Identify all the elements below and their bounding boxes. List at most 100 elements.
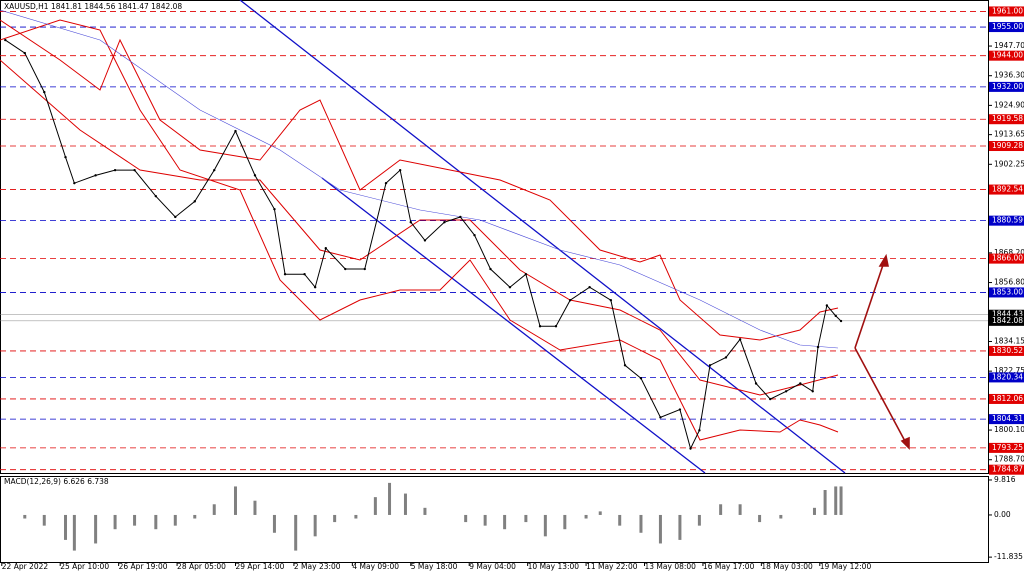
band-middle [0, 59, 839, 396]
macd-bar [313, 514, 317, 537]
level-box [989, 50, 1024, 61]
level-box [989, 442, 1024, 453]
price-point [324, 247, 327, 250]
x-tick-label: 28 Apr 05:00 [177, 562, 226, 571]
level-label: 1830.52 [992, 346, 1023, 355]
macd-bar [584, 514, 588, 519]
level-box [989, 345, 1024, 356]
price-point [489, 267, 492, 271]
price-point [839, 319, 843, 323]
macd-bar [133, 514, 137, 526]
macd-bar [503, 514, 507, 530]
price-point [825, 304, 829, 307]
price-point [423, 239, 427, 242]
x-tick-label: 26 Apr 19:00 [119, 562, 168, 571]
level-box [989, 114, 1024, 125]
x-tick-label: 13 May 08:00 [645, 562, 697, 571]
channel-upper [239, 0, 846, 474]
level-box [989, 287, 1024, 298]
arrow-up [854, 261, 885, 349]
price-point [834, 314, 837, 318]
price-point [508, 286, 512, 289]
price-point [708, 364, 712, 367]
forecast-arrows [854, 253, 910, 450]
macd-bar [173, 514, 177, 526]
x-tick-label: 18 May 03:00 [761, 562, 813, 571]
macd-bar [42, 514, 46, 526]
level-box [989, 215, 1024, 226]
macd-bar [524, 514, 528, 523]
x-tick-label: 9 May 04:00 [469, 562, 516, 571]
level-box [989, 22, 1024, 33]
macd-bar [94, 514, 98, 544]
macd-bar [563, 514, 567, 530]
y-tick-label: 1936.30 [994, 71, 1024, 80]
level-label: 1844.43 [992, 310, 1023, 319]
macd-bar [253, 500, 257, 515]
price-point [133, 168, 136, 172]
y-tick-label: 1902.25 [994, 159, 1024, 168]
price-point [154, 194, 158, 198]
macd-bar [658, 514, 662, 544]
y-tick-label: 1800.10 [994, 425, 1024, 434]
x-tick-label: 5 May 18:00 [411, 562, 458, 571]
y-tick-label: 1822.75 [994, 366, 1024, 375]
macd-bar [779, 514, 783, 519]
arrow-head [900, 436, 910, 450]
moving-average [0, 9, 839, 349]
level-label: 1932.00 [992, 82, 1023, 91]
price-point [313, 286, 317, 289]
price-point [459, 215, 462, 219]
price-point [409, 220, 412, 224]
y-tick-label: 1856.80 [994, 278, 1024, 287]
level-box [989, 464, 1024, 475]
price-point [769, 397, 772, 401]
macd-bar [464, 514, 468, 523]
price-point [659, 416, 662, 419]
price-point [398, 168, 402, 172]
x-tick-label: 2 May 23:00 [294, 562, 341, 571]
macd-title: MACD(12,26,9) 6.626 6.738 [4, 477, 109, 486]
price-point [64, 155, 67, 159]
price-point [174, 215, 177, 219]
price-point [113, 168, 117, 172]
price-point [538, 325, 542, 328]
macd-tick-label: -11.835 [994, 552, 1023, 561]
price-point [784, 390, 788, 393]
level-label: 1842.08 [992, 316, 1023, 325]
macd-bar [193, 514, 197, 519]
x-tick-label: 4 May 09:00 [352, 562, 399, 571]
price-point [4, 38, 7, 42]
y-tick-label: 1868.20 [994, 248, 1024, 257]
x-tick-label: 29 Apr 14:00 [235, 562, 284, 571]
x-tick-label: 11 May 22:00 [586, 562, 638, 571]
macd-bar [233, 486, 237, 515]
price-point [639, 377, 643, 380]
macd-tick-label: 0.00 [994, 510, 1011, 519]
price-point [193, 200, 196, 203]
y-tick-label: 1834.15 [994, 336, 1024, 345]
level-label: 1961.00 [992, 6, 1023, 15]
macd-bar [113, 514, 117, 530]
y-tick-label: 1913.65 [994, 130, 1024, 139]
price-point [303, 273, 306, 276]
macd-tick-label: 9.816 [994, 475, 1016, 484]
level-label: 1944.00 [992, 51, 1023, 60]
macd-bar [678, 514, 682, 540]
price-point [554, 325, 558, 328]
price-point [94, 174, 97, 177]
price-point [363, 267, 366, 271]
macd-bar [598, 511, 602, 515]
level-label: 1812.06 [992, 394, 1023, 403]
level-box [989, 253, 1024, 264]
level-label: 1909.28 [992, 141, 1023, 150]
level-label: 1853.00 [992, 287, 1023, 296]
macd-bar [154, 514, 158, 530]
price-point [698, 429, 701, 432]
level-label: 1866.00 [992, 254, 1023, 263]
macd-bar [354, 514, 358, 519]
macd-bar [272, 514, 276, 533]
level-label: 1804.31 [992, 414, 1023, 423]
price-point [23, 51, 26, 55]
